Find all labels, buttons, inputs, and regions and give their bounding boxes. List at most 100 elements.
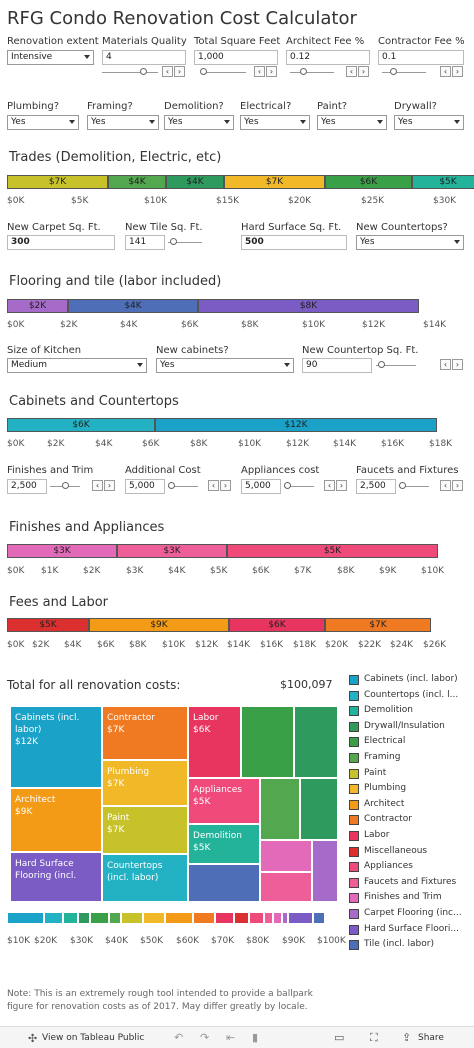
- total-segment[interactable]: [288, 912, 313, 924]
- share-icon[interactable]: ⇪: [402, 1031, 412, 1044]
- total-segment[interactable]: [44, 912, 63, 924]
- legend-item[interactable]: Contractor: [349, 814, 471, 826]
- step-back-button[interactable]: ‹: [324, 480, 335, 491]
- countertop-sqft-input[interactable]: 90: [302, 358, 372, 373]
- treemap-cell-carpet[interactable]: [312, 840, 338, 902]
- step-back-button[interactable]: ‹: [440, 66, 451, 77]
- slider-handle[interactable]: [390, 68, 397, 75]
- trades-segment[interactable]: $4K: [166, 175, 224, 189]
- step-forward-button[interactable]: ›: [452, 480, 463, 491]
- legend-item[interactable]: Demolition: [349, 705, 471, 717]
- treemap-cell-drywall[interactable]: [294, 706, 338, 778]
- view-on-tableau-link[interactable]: View on Tableau Public: [42, 1033, 145, 1043]
- step-back-button[interactable]: ‹: [208, 480, 219, 491]
- slider-handle[interactable]: [300, 68, 307, 75]
- renovation-extent-select[interactable]: Intensive: [7, 50, 94, 65]
- legend-item[interactable]: Tile (incl. labor): [349, 939, 471, 951]
- legend-item[interactable]: Plumbing: [349, 783, 471, 795]
- trades-segment[interactable]: $7K: [224, 175, 325, 189]
- total-segment[interactable]: [63, 912, 78, 924]
- step-back-button[interactable]: ‹: [440, 359, 451, 370]
- step-forward-button[interactable]: ›: [452, 66, 463, 77]
- slider-track[interactable]: [168, 242, 202, 243]
- drywall-select[interactable]: Yes: [394, 115, 464, 130]
- slider-handle[interactable]: [200, 68, 207, 75]
- contractor-fee-input[interactable]: 0.1: [378, 50, 464, 65]
- treemap-cell-plumbing[interactable]: Plumbing $7K: [102, 760, 188, 806]
- total-segment[interactable]: [234, 912, 249, 924]
- legend-item[interactable]: Finishes and Trim: [349, 892, 471, 904]
- legend-item[interactable]: Cabinets (incl. labor): [349, 674, 471, 686]
- faucets-input[interactable]: 2,500: [356, 479, 396, 494]
- slider-handle[interactable]: [140, 68, 147, 75]
- total-segment[interactable]: [282, 912, 288, 924]
- legend-item[interactable]: Paint: [349, 768, 471, 780]
- slider-handle[interactable]: [168, 482, 175, 489]
- slider-handle[interactable]: [170, 238, 177, 245]
- total-segment[interactable]: [215, 912, 234, 924]
- share-button[interactable]: Share: [418, 1033, 444, 1043]
- finishes-segment[interactable]: $3K: [117, 544, 227, 558]
- step-back-button[interactable]: ‹: [162, 66, 173, 77]
- treemap-cell-labor[interactable]: Labor $6K: [188, 706, 241, 778]
- slider-track[interactable]: [168, 486, 198, 487]
- appliances-cost-input[interactable]: 5,000: [241, 479, 281, 494]
- legend-item[interactable]: Architect: [349, 799, 471, 811]
- finishes-input[interactable]: 2,500: [7, 479, 47, 494]
- pause-icon[interactable]: ▮: [252, 1031, 259, 1044]
- fees-segment[interactable]: $9K: [89, 618, 229, 632]
- finishes-segment[interactable]: $3K: [7, 544, 117, 558]
- treemap-cell-faucets[interactable]: [260, 872, 312, 902]
- legend-item[interactable]: Appliances: [349, 861, 471, 873]
- legend-item[interactable]: Countertops (incl. l...: [349, 690, 471, 702]
- slider-track[interactable]: [382, 72, 426, 73]
- fees-segment[interactable]: $7K: [325, 618, 431, 632]
- flooring-segment[interactable]: $2K: [7, 299, 68, 313]
- legend-item[interactable]: Drywall/Insulation: [349, 721, 471, 733]
- legend-item[interactable]: Carpet Flooring (inc...: [349, 908, 471, 920]
- flooring-segment[interactable]: $8K: [198, 299, 419, 313]
- countertops-select[interactable]: Yes: [356, 235, 464, 250]
- slider-handle[interactable]: [399, 482, 406, 489]
- total-segment[interactable]: [7, 912, 44, 924]
- treemap-cell-demolition[interactable]: Demolition $5K: [188, 824, 260, 864]
- treemap-cell-framing[interactable]: [260, 778, 300, 840]
- carpet-sqft-input[interactable]: 300: [7, 235, 115, 250]
- treemap-cell-hard-surface[interactable]: Hard Surface Flooring (incl.: [10, 852, 102, 902]
- step-forward-button[interactable]: ›: [358, 66, 369, 77]
- legend-item[interactable]: Labor: [349, 830, 471, 842]
- step-forward-button[interactable]: ›: [266, 66, 277, 77]
- step-forward-button[interactable]: ›: [174, 66, 185, 77]
- total-segment[interactable]: [249, 912, 264, 924]
- step-back-button[interactable]: ‹: [92, 480, 103, 491]
- treemap-cell-tile[interactable]: [188, 864, 260, 902]
- slider-track[interactable]: [202, 72, 246, 73]
- undo-icon[interactable]: ↶: [174, 1031, 184, 1044]
- materials-quality-input[interactable]: 4: [102, 50, 186, 65]
- slider-handle[interactable]: [284, 482, 291, 489]
- slider-handle[interactable]: [62, 482, 69, 489]
- fees-segment[interactable]: $5K: [7, 618, 89, 632]
- treemap-cell-misc[interactable]: [300, 778, 338, 840]
- total-segment[interactable]: [78, 912, 90, 924]
- finishes-segment[interactable]: $5K: [227, 544, 438, 558]
- treemap-cell-cabinets[interactable]: Cabinets (incl. labor) $12K: [10, 706, 102, 788]
- treemap-cell-contractor[interactable]: Contractor $7K: [102, 706, 188, 760]
- step-forward-button[interactable]: ›: [452, 359, 463, 370]
- total-segment[interactable]: [143, 912, 165, 924]
- total-segment[interactable]: [264, 912, 273, 924]
- hard-surface-sqft-input[interactable]: 500: [241, 235, 347, 250]
- slider-track[interactable]: [376, 365, 416, 366]
- plumbing-select[interactable]: Yes: [7, 115, 79, 130]
- slider-track[interactable]: [284, 486, 314, 487]
- total-segment[interactable]: [109, 912, 121, 924]
- total-segment[interactable]: [90, 912, 109, 924]
- slider-track[interactable]: [399, 486, 429, 487]
- treemap-cell-architect[interactable]: Architect $9K: [10, 788, 102, 852]
- trades-segment[interactable]: $4K: [108, 175, 166, 189]
- redo-icon[interactable]: ↷: [200, 1031, 210, 1044]
- legend-item[interactable]: Framing: [349, 752, 471, 764]
- total-segment[interactable]: [121, 912, 143, 924]
- trades-segment[interactable]: $5K: [412, 175, 474, 189]
- legend-item[interactable]: Faucets and Fixtures: [349, 877, 471, 889]
